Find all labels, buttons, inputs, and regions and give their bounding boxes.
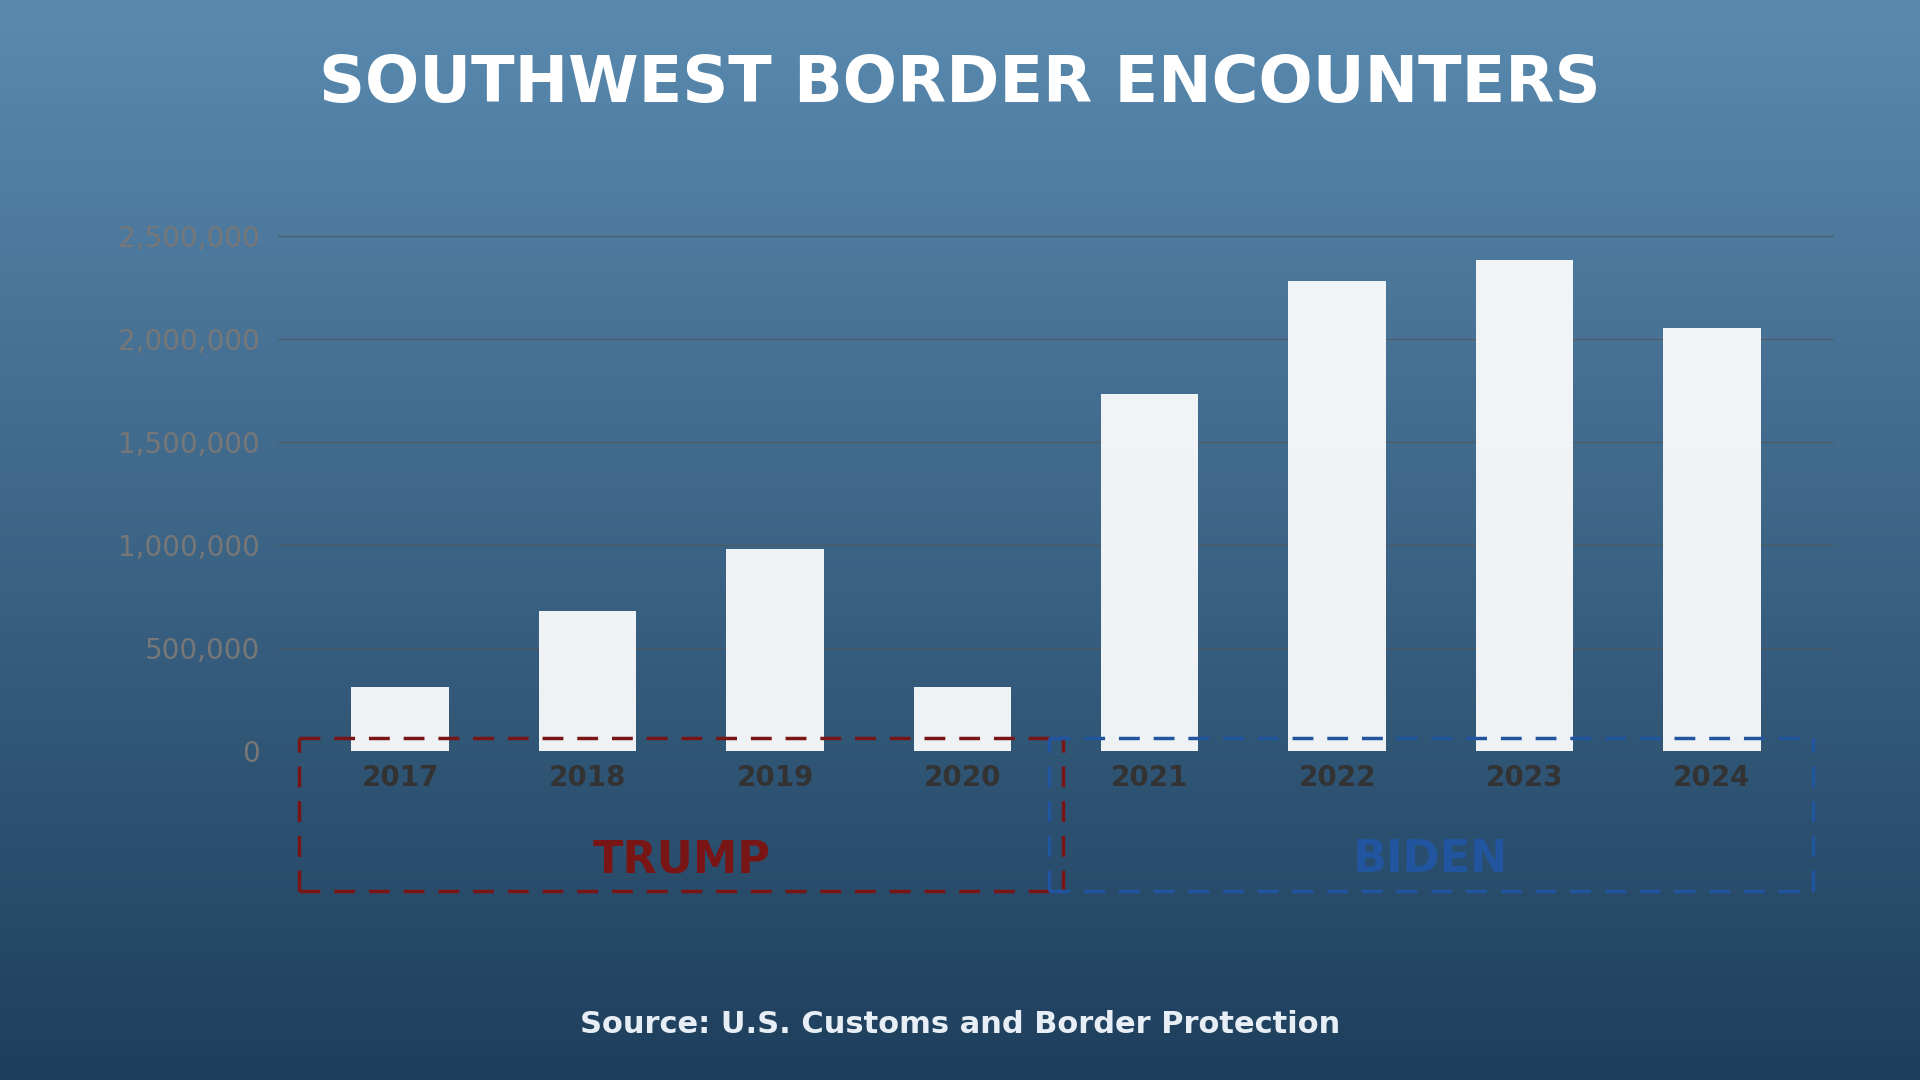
Bar [540,610,636,751]
Text: TRUMP: TRUMP [591,838,770,881]
Bar [914,687,1012,751]
Bar [351,687,449,751]
Text: BIDEN: BIDEN [1354,838,1509,881]
Text: SOUTHWEST BORDER ENCOUNTERS: SOUTHWEST BORDER ENCOUNTERS [319,53,1601,116]
Bar [726,549,824,751]
Bar [1476,260,1572,751]
Bar [1100,394,1198,751]
Bar [1663,328,1761,751]
Text: Source: U.S. Customs and Border Protection: Source: U.S. Customs and Border Protecti… [580,1010,1340,1039]
Bar [1288,281,1386,751]
